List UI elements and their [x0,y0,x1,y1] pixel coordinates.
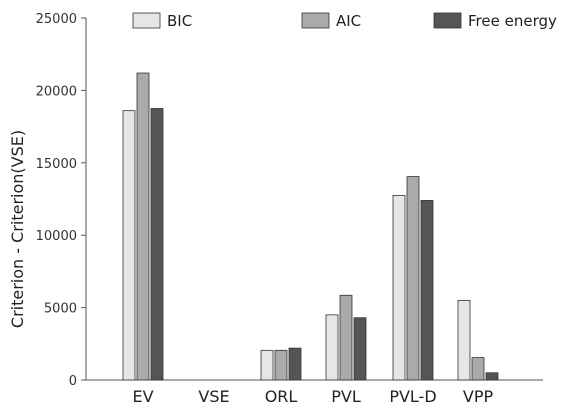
bar-vpp-free-energy [485,372,499,381]
bar-pvl-free-energy [353,317,367,381]
legend-swatch [301,12,330,29]
y-tick-label: 25000 [36,12,77,27]
x-category-label: EV [132,387,153,406]
y-tick-label: 5000 [44,302,77,317]
y-tick-label: 0 [69,374,77,389]
y-axis-title-group: Criterion - Criterion(VSE) [8,130,27,328]
legend: BIC AIC Free energy [132,12,557,30]
x-category-label: ORL [265,387,298,406]
bars [122,72,499,381]
x-category-label: VSE [198,387,229,406]
bar-orl-free-energy [288,347,302,381]
legend-label: AIC [336,12,361,30]
bar-orl-bic [260,349,274,381]
y-ticks: 0 5000 10000 15000 20000 25000 [36,12,86,389]
bar-vpp-aic [471,357,485,381]
x-category-label: PVL [331,387,361,406]
legend-label: Free energy [468,12,557,30]
bar-ev-bic [122,110,136,381]
bar-pvl-d-free-energy [420,200,434,381]
y-tick-label: 10000 [36,229,77,244]
bar-orl-aic [274,349,288,381]
x-category-label: VPP [463,387,494,406]
bar-pvl-d-bic [392,194,406,381]
y-axis-title: Criterion - Criterion(VSE) [8,130,27,328]
bar-pvl-d-aic [406,176,420,381]
y-tick-label: 15000 [36,157,77,172]
bar-pvl-aic [339,294,353,381]
y-tick-label: 20000 [36,84,77,99]
legend-swatch [433,12,462,29]
bar-ev-aic [136,72,150,381]
legend-label: BIC [167,12,192,30]
bar-vpp-bic [457,299,471,381]
legend-swatch [132,12,161,29]
bar-pvl-bic [325,314,339,381]
x-category-labels: EV VSE ORL PVL PVL-D VPP [132,387,493,406]
x-category-label: PVL-D [389,387,436,406]
bar-ev-free-energy [150,108,164,381]
